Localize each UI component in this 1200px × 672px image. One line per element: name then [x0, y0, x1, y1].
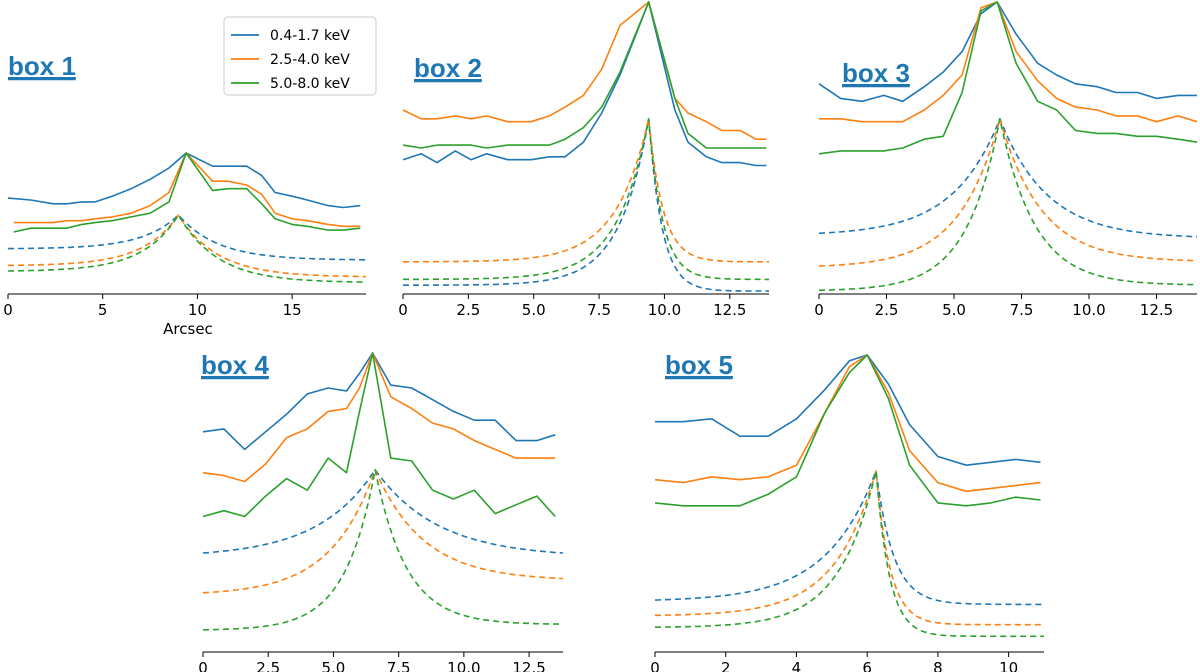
x-tick-label: 6 [862, 659, 872, 672]
series-line-2-5-4-0-kev [819, 1, 1198, 123]
series-line-2-5-4-0-kev [13, 152, 361, 228]
x-tick-label: 4 [792, 659, 802, 672]
series-line-5-0-8-0-kev [402, 1, 767, 149]
series-line-0-4-1-7-kev [402, 1, 767, 167]
series-line-0-4-1-7-kev [7, 152, 361, 209]
x-tick-label: 15 [283, 301, 302, 319]
x-tick-label: 2.5 [875, 301, 899, 319]
x-tick-label: 12.5 [512, 659, 545, 672]
x-tick-label: 8 [933, 659, 943, 672]
series-line-0-4-1-7-kev-model [654, 470, 1044, 606]
series-line-5-0-8-0-kev-model [7, 214, 367, 283]
series-line-0-4-1-7-kev [818, 1, 1197, 103]
x-tick-label: 7.5 [587, 301, 611, 319]
series-line-5-0-8-0-kev-model [655, 470, 1044, 638]
x-tick-label: 0 [814, 301, 824, 319]
panel-box-5: box 5 0 2 4 6 8 10 [650, 350, 1044, 672]
x-tick-label: 2 [721, 659, 731, 672]
panel-title: box 3 [842, 58, 910, 88]
x-tick-label: 0 [650, 659, 660, 672]
panel-title: box 1 [8, 51, 76, 81]
series-line-0-4-1-7-kev-model [202, 468, 564, 554]
legend-label: 0.4-1.7 keV [270, 28, 350, 44]
legend-label: 5.0-8.0 keV [270, 76, 350, 92]
series-line-5-0-8-0-kev-model [202, 468, 564, 631]
x-tick-label: 10.0 [648, 301, 681, 319]
series-line-5-0-8-0-kev [13, 152, 361, 233]
panel-title: box 4 [201, 350, 269, 380]
x-tick-label: 10.0 [1072, 301, 1105, 319]
panel-box-1: box 1 0 5 10 15 Arcsec [3, 51, 367, 338]
series-line-2-5-4-0-kev [654, 354, 1041, 493]
legend-frame [223, 16, 377, 96]
panel-title: box 5 [665, 350, 733, 380]
series-line-2-5-4-0-kev-model [7, 214, 367, 278]
x-tick-label: 10.0 [447, 659, 480, 672]
x-tick-label: 12.5 [1140, 301, 1173, 319]
legend-label: 2.5-4.0 keV [270, 52, 350, 68]
legend: 0.4-1.7 keV 2.5-4.0 keV 5.0-8.0 keV [223, 16, 377, 96]
x-tick-label: 5.0 [322, 659, 346, 672]
series-line-5-0-8-0-kev-model [818, 118, 1198, 292]
x-tick-label: 2.5 [456, 301, 480, 319]
x-tick-label: 12.5 [713, 301, 746, 319]
series-line-0-4-1-7-kev [655, 354, 1041, 467]
x-tick-label: 2.5 [256, 659, 280, 672]
series-line-2-5-4-0-kev [402, 1, 767, 140]
series-line-0-4-1-7-kev-model [403, 118, 769, 292]
x-tick-label: 7.5 [387, 659, 411, 672]
x-tick-label: 5.0 [522, 301, 546, 319]
x-tick-label: 5 [98, 301, 108, 319]
x-tick-label: 7.5 [1010, 301, 1034, 319]
panel-title: box 2 [414, 53, 482, 83]
x-tick-label: 0 [398, 301, 408, 319]
series-line-2-5-4-0-kev-model [655, 470, 1044, 626]
series-line-5-0-8-0-kev-model [403, 118, 769, 281]
series-line-2-5-4-0-kev-model [818, 118, 1198, 267]
x-tick-label: 0 [3, 301, 13, 319]
series-line-5-0-8-0-kev [654, 354, 1041, 507]
x-tick-label: 10 [999, 659, 1018, 672]
x-tick-label: 0 [198, 659, 208, 672]
panel-box-3: box 3 0 2.5 5.0 7.5 10.0 12.5 [814, 1, 1198, 319]
series-line-0-4-1-7-kev-model [818, 118, 1198, 238]
panel-box-2: box 2 0 2.5 5.0 7.5 10.0 12.5 [398, 1, 769, 319]
x-tick-label: 10 [188, 301, 207, 319]
series-line-5-0-8-0-kev [818, 1, 1198, 155]
x-axis-title: Arcsec [163, 320, 213, 338]
panel-box-4: box 4 0 2.5 5.0 7.5 10.0 12.5 [198, 350, 564, 672]
series-line-2-5-4-0-kev-model [202, 468, 564, 594]
series-line-5-0-8-0-kev [202, 352, 556, 518]
series-line-0-4-1-7-kev-model [8, 214, 366, 261]
x-tick-label: 5.0 [942, 301, 966, 319]
series-line-2-5-4-0-kev-model [403, 118, 769, 263]
